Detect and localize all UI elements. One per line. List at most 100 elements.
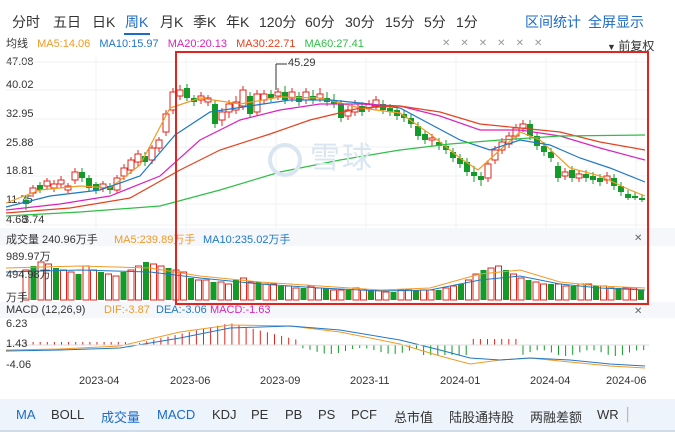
indicator-tab-market-cap[interactable]: 总市值 <box>394 410 434 425</box>
volume-axis-label: 万手 <box>6 292 28 304</box>
candle-body <box>282 92 288 100</box>
volume-bar <box>413 290 419 300</box>
reset-icon[interactable]: ✕ <box>515 38 534 49</box>
volume-bar <box>240 277 247 301</box>
move-left-icon[interactable]: ✕ <box>478 38 498 49</box>
volume-bar <box>593 286 599 300</box>
volume-bar <box>337 289 345 301</box>
period-tab-bar: 分时 五日 日K 周K 月K 季K 年K 120分 60分 30分 15分 5分… <box>0 0 675 38</box>
tab-intraday[interactable]: 分时 <box>12 14 40 30</box>
indicator-tab-volume[interactable]: 成交量 <box>101 410 141 425</box>
price-axis-label: 4.68 <box>6 214 28 226</box>
volume-bar <box>210 282 217 300</box>
indicator-tab-boll[interactable]: BOLL <box>51 407 85 422</box>
volume-bar <box>397 289 405 301</box>
tab-monthly-k[interactable]: 月K <box>160 14 184 30</box>
volume-ma5-line <box>5 265 646 291</box>
volume-ma5: MA5:239.89万手 <box>114 234 196 246</box>
macd-title: MACD (12,26,9) <box>6 304 86 316</box>
indicator-tab-ma[interactable]: MA <box>16 407 36 422</box>
candle-body <box>597 178 603 182</box>
volume-bar <box>638 290 644 300</box>
volume-bar <box>548 284 554 300</box>
scroll-indicator[interactable]: ▏ <box>627 407 637 422</box>
volume-bar <box>487 267 495 301</box>
move-right-icon[interactable]: ✕ <box>497 38 516 49</box>
volume-bar <box>622 287 630 301</box>
indicator-tab-northbound[interactable]: 陆股通持股 <box>449 410 515 425</box>
zoom-in-icon[interactable]: ✕ <box>460 38 479 49</box>
candle-body <box>239 89 247 107</box>
range-stats-button[interactable]: 区间统计 <box>525 14 581 30</box>
indicator-tab-wr[interactable]: WR <box>597 407 619 422</box>
high-price-marker: 45.29 <box>288 57 316 69</box>
candle-body <box>548 152 554 158</box>
volume-bar <box>217 281 225 301</box>
tab-daily-k[interactable]: 日K <box>92 14 116 30</box>
tab-60min[interactable]: 60分 <box>305 14 335 30</box>
zoom-out-icon[interactable]: ✕ <box>442 38 461 49</box>
volume-bar <box>105 273 112 301</box>
volume-bar <box>450 285 457 301</box>
volume-bar <box>458 284 464 300</box>
volume-bar <box>345 290 352 300</box>
volume-bar <box>435 290 442 300</box>
volume-bar <box>53 268 59 300</box>
x-axis-date: 2023-04 <box>79 375 120 387</box>
indicator-tab-macd[interactable]: MACD <box>157 407 196 422</box>
indicator-tab-pb[interactable]: PB <box>285 407 303 422</box>
tab-1min[interactable]: 1分 <box>456 14 478 30</box>
indicator-tab-kdj[interactable]: KDJ <box>212 407 237 422</box>
volume-bar <box>503 270 509 300</box>
indicator-tab-pcf[interactable]: PCF <box>351 407 377 422</box>
candle-body <box>590 176 596 180</box>
tab-five-day[interactable]: 五日 <box>53 14 81 30</box>
kline-chart[interactable] <box>0 0 675 400</box>
settings-icon[interactable]: ✕ <box>533 38 553 49</box>
tab-quarterly-k[interactable]: 季K <box>193 14 217 30</box>
candle-body <box>618 186 624 192</box>
candle-body <box>344 109 352 117</box>
volume-bar <box>570 286 577 300</box>
indicator-tab-bar: MA BOLL 成交量 MACD KDJ PE PB PS PCF 总市值 陆股… <box>0 399 675 431</box>
tab-30min[interactable]: 30分 <box>345 14 375 30</box>
close-volume-panel-icon[interactable]: ✕ <box>634 233 643 244</box>
tab-15min[interactable]: 15分 <box>385 14 415 30</box>
volume-bar <box>330 289 337 301</box>
volume-bar <box>307 285 315 301</box>
volume-bar <box>390 292 397 300</box>
ma20-line <box>5 103 646 211</box>
volume-bar <box>67 271 75 301</box>
indicator-tab-margin-diff[interactable]: 两融差额 <box>530 410 583 425</box>
volume-bar <box>120 272 127 300</box>
snowball-logo-icon <box>268 143 302 178</box>
tab-5min[interactable]: 5分 <box>424 14 446 30</box>
volume-ma10: MA10:235.02万手 <box>203 234 291 246</box>
volume-ma-lines <box>5 265 646 292</box>
candle-body <box>359 106 365 112</box>
volume-bar <box>442 287 450 301</box>
volume-bar <box>495 265 502 301</box>
candle-body <box>632 196 638 198</box>
tab-weekly-k[interactable]: 周K <box>125 14 149 30</box>
close-macd-panel-icon[interactable]: ✕ <box>634 306 643 317</box>
volume-bars <box>22 261 644 301</box>
price-axis-label: 40.02 <box>6 79 34 91</box>
indicator-tab-ps[interactable]: PS <box>318 407 336 422</box>
adjust-mode-select[interactable]: ▼ 前复权 <box>607 37 654 54</box>
tab-120min[interactable]: 120分 <box>259 14 297 30</box>
candle-body <box>127 159 135 171</box>
tab-bar-divider <box>0 430 675 432</box>
candle-body <box>225 103 233 113</box>
volume-bar <box>465 279 472 301</box>
candle-body <box>541 146 547 152</box>
candle-body <box>436 142 442 146</box>
fullscreen-button[interactable]: 全屏显示 <box>588 14 644 30</box>
candle-body <box>296 96 302 102</box>
indicator-tab-pe[interactable]: PE <box>251 407 269 422</box>
tab-yearly-k[interactable]: 年K <box>226 14 250 30</box>
volume-title: 成交量 240.96万手 <box>6 234 98 246</box>
candle-body <box>162 113 170 133</box>
candle-body <box>625 194 631 198</box>
ma-legend-title: 均线 <box>6 38 28 50</box>
